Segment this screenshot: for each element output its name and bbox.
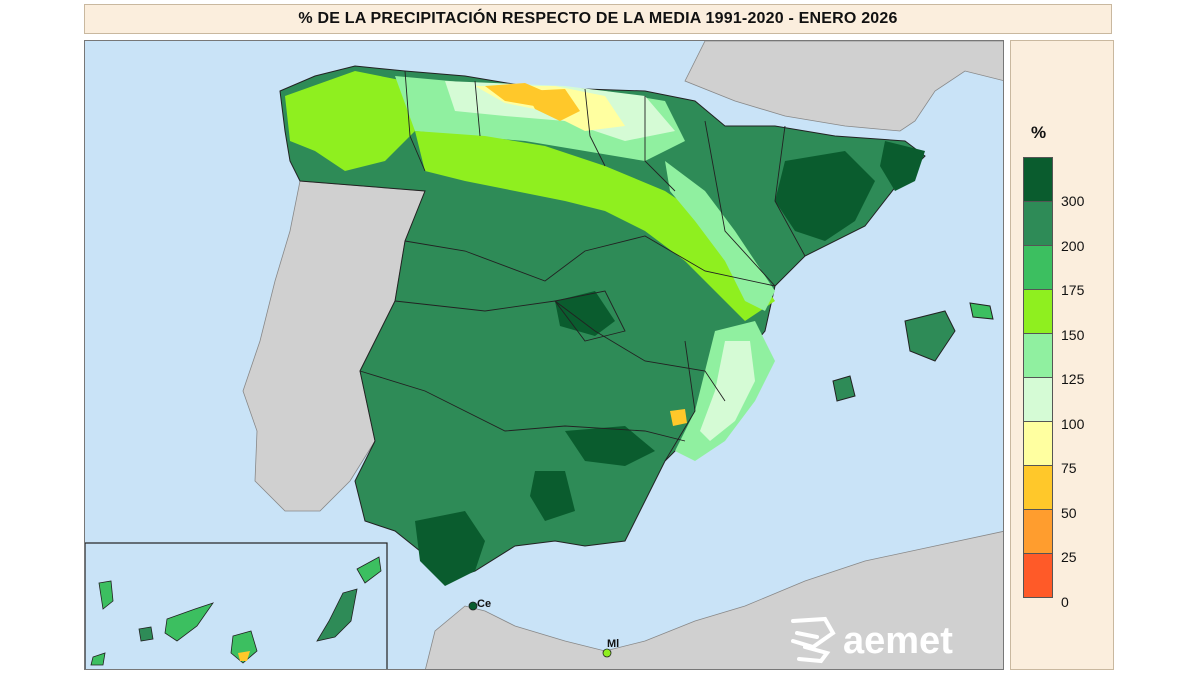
murcia-orange xyxy=(670,409,687,426)
gran-canaria xyxy=(230,630,258,664)
fuerteventura xyxy=(316,588,358,642)
la-palma xyxy=(98,580,114,610)
catalonia-dark xyxy=(775,151,875,241)
regional-borders xyxy=(359,70,806,462)
legend-swatch xyxy=(1023,465,1053,510)
map-panel: Ce Ml aemet xyxy=(84,40,1004,670)
ceuta-label: Ce xyxy=(477,598,491,610)
aemet-logo-text: aemet xyxy=(843,620,953,662)
granada-dark xyxy=(530,471,575,521)
lanzarote xyxy=(356,556,382,584)
menorca xyxy=(969,302,994,320)
legend-swatch xyxy=(1023,553,1053,598)
legend-label: 50 xyxy=(1061,504,1077,521)
ibiza xyxy=(832,375,856,402)
legend-label: 150 xyxy=(1061,326,1085,343)
melilla-marker xyxy=(602,648,612,658)
gran-canaria-south xyxy=(238,651,250,661)
cadiz-dark xyxy=(415,511,485,586)
la-gomera xyxy=(138,626,154,642)
el-hierro xyxy=(90,652,106,666)
legend-swatch xyxy=(1023,289,1053,334)
precipitation-map: Ce Ml aemet xyxy=(85,41,1003,669)
legend-labels: 300 200 175 150 125 100 75 50 25 0 xyxy=(1061,41,1111,671)
legend-label: 25 xyxy=(1061,549,1077,565)
legend-label: 300 xyxy=(1061,193,1085,209)
ceuta-marker xyxy=(468,601,478,611)
legend-label: 100 xyxy=(1061,415,1085,432)
legend-title: % xyxy=(1031,123,1047,142)
north-band-lightgreen xyxy=(285,71,415,171)
legend-swatch xyxy=(1023,377,1053,422)
aemet-logo-icon xyxy=(791,616,836,664)
jaen-dark xyxy=(565,426,655,466)
mallorca xyxy=(904,310,956,362)
valencia-coast-pale xyxy=(700,341,755,441)
map-title: % DE LA PRECIPITACIÓN RESPECTO DE LA MED… xyxy=(84,4,1112,34)
legend-label: 175 xyxy=(1061,282,1085,298)
legend-swatch xyxy=(1023,157,1053,202)
catalonia-dark-ne xyxy=(880,141,925,191)
legend-label: 200 xyxy=(1061,237,1085,254)
legend-swatches xyxy=(1023,157,1053,598)
basque-orange xyxy=(525,89,580,121)
legend-label: 125 xyxy=(1061,371,1085,387)
madrid-dark xyxy=(555,291,615,336)
france-land xyxy=(684,41,1003,132)
melilla-label: Ml xyxy=(607,638,619,650)
legend-panel: % 300 200 175 150 125 100 75 50 25 0 xyxy=(1010,40,1114,670)
legend-swatch xyxy=(1023,421,1053,466)
legend-label: 0 xyxy=(1061,593,1069,610)
aemet-logo: aemet xyxy=(791,616,953,664)
legend-label: 75 xyxy=(1061,460,1077,476)
ebro-pale-band xyxy=(665,161,775,311)
tenerife xyxy=(164,602,215,642)
legend-swatch xyxy=(1023,245,1053,290)
legend-swatch xyxy=(1023,509,1053,554)
legend-swatch xyxy=(1023,201,1053,246)
castile-green-band xyxy=(415,131,775,321)
legend-swatch xyxy=(1023,333,1053,378)
